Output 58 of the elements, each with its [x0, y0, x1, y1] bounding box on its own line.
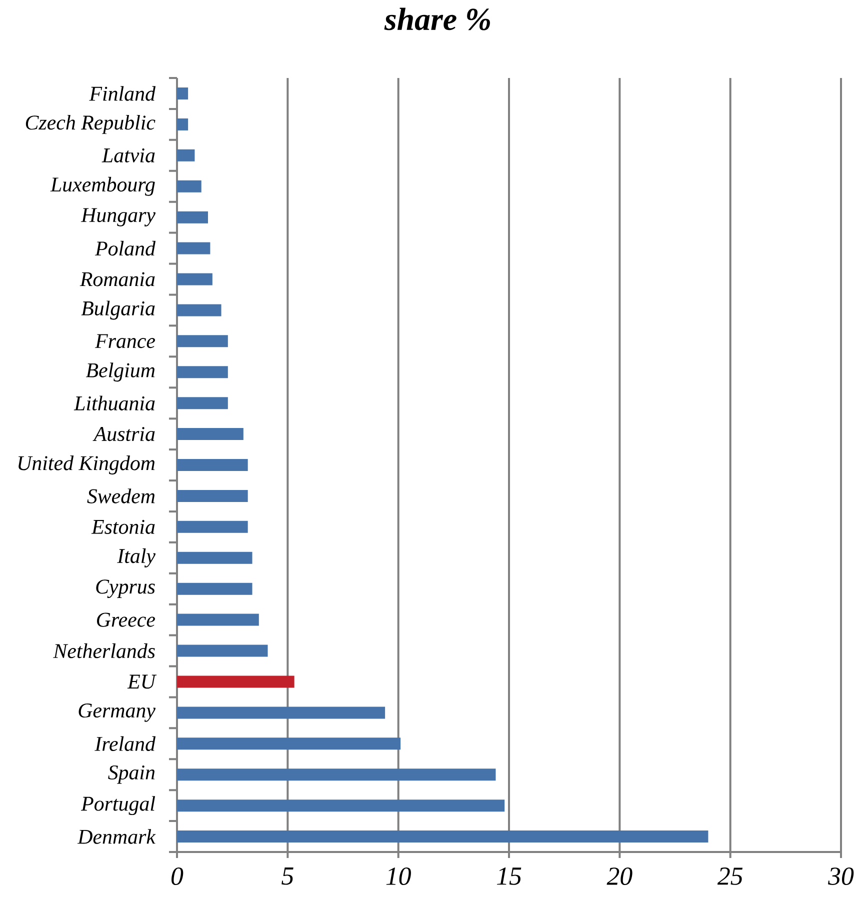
- y-tick-label: Luxembourg: [50, 176, 155, 196]
- bar: [177, 211, 208, 224]
- y-tick-label: Estonia: [91, 520, 155, 534]
- x-tick-label: 30: [828, 868, 854, 886]
- y-tick-label: United Kingdom: [18, 456, 155, 474]
- bar: [177, 149, 195, 162]
- y-tick-label: Hungary: [80, 208, 156, 226]
- bar: [177, 676, 294, 688]
- bar: [177, 428, 244, 440]
- bar: [177, 830, 708, 843]
- bar: [177, 490, 248, 502]
- bar: [177, 552, 252, 564]
- y-tick-label: Latvia: [102, 148, 155, 162]
- bar: [177, 614, 259, 626]
- bar: [177, 644, 268, 657]
- bar: [177, 242, 210, 254]
- x-tick-label: 15: [496, 868, 522, 885]
- bar: [177, 87, 188, 100]
- x-tick-label: 5: [282, 868, 294, 885]
- x-tick-label: 20: [606, 868, 632, 886]
- y-tick-label: Lithuania: [74, 396, 155, 410]
- bar: [177, 738, 401, 750]
- y-tick-label: Belgium: [86, 362, 155, 382]
- bar: [177, 520, 248, 533]
- bar: [177, 768, 496, 781]
- y-tick-label: Denmark: [77, 829, 156, 844]
- bar: [177, 800, 505, 812]
- bar: [177, 582, 252, 595]
- chart-title: share %: [384, 8, 490, 30]
- x-tick-label: 25: [717, 868, 743, 885]
- y-tick-label: Bulgaria: [81, 300, 155, 320]
- y-tick-label: Finland: [89, 86, 156, 101]
- y-tick-label: Germany: [78, 704, 156, 722]
- y-tick-label: EU: [127, 674, 157, 689]
- x-tick-label: 0: [172, 868, 184, 886]
- y-tick-label: Ireland: [94, 736, 156, 752]
- x-tick-label: 10: [386, 868, 411, 886]
- y-tick-label: Portugal: [80, 796, 156, 816]
- bar: [177, 397, 228, 410]
- y-tick-label: France: [94, 334, 156, 348]
- y-tick-label: Swedem: [87, 488, 155, 504]
- y-tick-label: Romania: [80, 272, 155, 286]
- y-tick-label: Greece: [97, 612, 156, 627]
- bar: [177, 273, 212, 286]
- y-tick-label: Spain: [108, 765, 155, 784]
- y-tick-label: Austria: [92, 426, 155, 442]
- bar: [177, 706, 386, 719]
- bar: [177, 459, 248, 472]
- bar: [177, 180, 202, 192]
- y-tick-label: Poland: [94, 240, 156, 256]
- y-tick-label: Czech Republic: [26, 114, 156, 134]
- bar: [177, 366, 228, 378]
- y-tick-label: Cyprus: [96, 580, 155, 598]
- y-tick-label: Netherlands: [53, 643, 155, 658]
- bar: [177, 335, 228, 348]
- bar: [177, 304, 222, 316]
- y-tick-label: Italy: [117, 548, 156, 568]
- bar: [177, 118, 188, 130]
